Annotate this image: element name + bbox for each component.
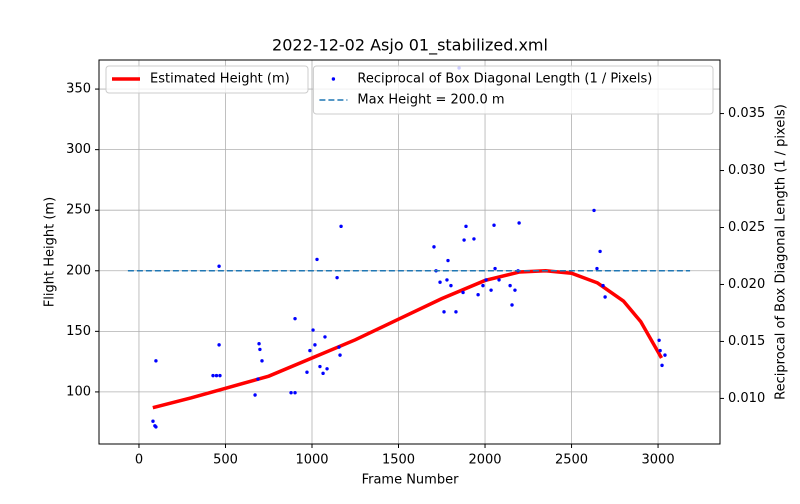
y2-tick-label: 0.020 xyxy=(728,277,765,292)
scatter-point xyxy=(308,348,312,353)
scatter-point xyxy=(454,310,458,314)
scatter-point xyxy=(338,353,342,357)
scatter-point xyxy=(253,393,257,397)
scatter-point xyxy=(315,257,319,262)
scatter-point xyxy=(517,221,521,225)
scatter-point xyxy=(211,373,215,378)
scatter-point xyxy=(293,316,297,321)
scatter-point xyxy=(321,371,325,376)
x-tick-label: 3000 xyxy=(642,453,675,468)
scatter-point xyxy=(658,348,662,353)
scatter-point xyxy=(657,338,661,343)
scatter-point xyxy=(318,364,322,369)
scatter-point xyxy=(601,283,605,288)
x-tick-label: 1500 xyxy=(382,453,415,468)
y-tick-label: 300 xyxy=(66,142,91,157)
scatter-point xyxy=(337,345,341,349)
y2-tick-label: 0.010 xyxy=(728,391,765,406)
scatter-point xyxy=(154,359,158,363)
scatter-point xyxy=(339,224,343,229)
scatter-point xyxy=(449,283,453,288)
scatter-point xyxy=(513,288,517,292)
x-tick-label: 500 xyxy=(213,453,238,468)
scatter-point xyxy=(217,264,221,268)
y2-tick-label: 0.030 xyxy=(728,163,765,178)
y2-tick-label: 0.025 xyxy=(728,220,765,235)
scatter-point xyxy=(663,353,667,357)
scatter-point xyxy=(323,335,327,339)
legend-label: Estimated Height (m) xyxy=(150,72,290,87)
y-tick-label: 250 xyxy=(66,203,91,218)
x-tick-label: 2000 xyxy=(468,453,501,468)
scatter-point xyxy=(660,363,664,368)
y-tick-label: 200 xyxy=(66,263,91,278)
legend-box xyxy=(105,65,309,94)
scatter-point xyxy=(598,249,602,254)
legend-marker xyxy=(331,77,336,81)
scatter-point xyxy=(151,419,155,423)
scatter-point xyxy=(510,303,514,307)
legend-label: Max Height = 200.0 m xyxy=(357,93,504,108)
scatter-point xyxy=(260,359,264,363)
scatter-point xyxy=(493,266,497,271)
scatter-point xyxy=(592,208,596,213)
legend-label: Reciprocal of Box Diagonal Length (1 / P… xyxy=(357,72,652,87)
x-tick-label: 1000 xyxy=(295,453,328,468)
scatter-point xyxy=(497,278,501,282)
scatter-point xyxy=(462,238,466,242)
y-axis-label: Flight Height (m) xyxy=(43,197,58,307)
scatter-point xyxy=(476,293,480,297)
scatter-point xyxy=(484,278,488,282)
scatter-point xyxy=(595,266,599,271)
scatter-point xyxy=(218,373,222,378)
scatter-point xyxy=(464,224,468,229)
scatter-point xyxy=(214,373,219,378)
scatter-point xyxy=(489,288,493,292)
x-axis-label: Frame Number xyxy=(362,473,460,488)
y-tick-label: 150 xyxy=(66,324,91,339)
scatter-point xyxy=(481,283,485,288)
legend-box xyxy=(312,65,714,115)
scatter-point xyxy=(256,377,260,381)
plot-frame xyxy=(98,59,721,445)
scatter-point xyxy=(305,370,309,374)
scatter-point xyxy=(461,290,465,295)
scatter-point xyxy=(154,425,158,429)
scatter-point xyxy=(257,342,261,346)
y-tick-label: 100 xyxy=(66,384,91,399)
scatter-point xyxy=(293,391,297,395)
scatter-point xyxy=(442,310,446,314)
scatter-point xyxy=(335,275,339,280)
y2-tick-label: 0.015 xyxy=(728,334,765,349)
x-tick-label: 0 xyxy=(135,453,143,468)
scatter-point xyxy=(438,280,442,284)
scatter-point xyxy=(445,278,449,282)
scatter-point xyxy=(432,245,436,249)
y2-tick-label: 0.035 xyxy=(728,106,765,121)
scatter-point xyxy=(311,328,315,332)
x-tick-label: 2500 xyxy=(555,453,588,468)
scatter-point xyxy=(472,237,476,241)
scatter-point xyxy=(258,347,262,352)
scatter-point xyxy=(289,391,293,395)
y2-axis-label: Reciprocal of Box Diagonal Length (1 / p… xyxy=(774,104,789,400)
y-tick-label: 350 xyxy=(66,82,91,97)
scatter-point xyxy=(508,283,512,288)
chart-title: 2022-12-02 Asjo 01_stabilized.xml xyxy=(272,36,548,56)
scatter-point xyxy=(313,343,317,347)
scatter-point xyxy=(603,295,607,299)
scatter-point xyxy=(446,258,450,263)
scatter-point xyxy=(217,343,221,347)
scatter-point xyxy=(325,367,329,371)
scatter-point xyxy=(492,223,496,227)
